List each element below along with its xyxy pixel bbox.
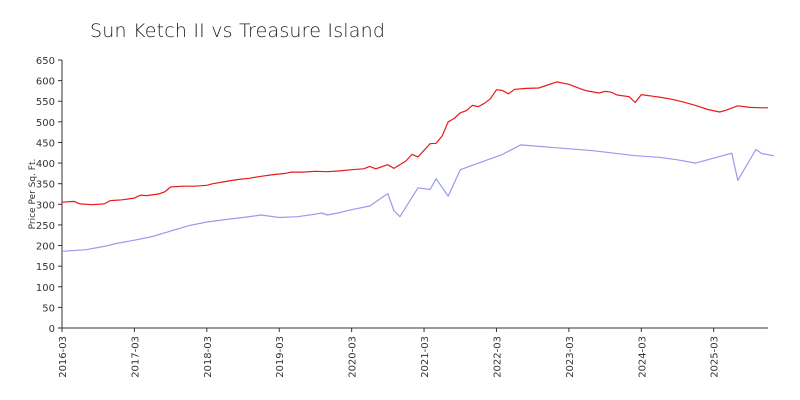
y-tick-label: 200 bbox=[36, 242, 55, 253]
x-tick-label: 2019-03 bbox=[275, 336, 286, 378]
y-tick-label: 300 bbox=[36, 200, 55, 211]
y-axis-label: Price Per Sq. Ft. bbox=[28, 159, 38, 230]
y-tick-label: 600 bbox=[36, 77, 55, 88]
series-2-line bbox=[61, 144, 775, 252]
y-tick-label: 450 bbox=[36, 138, 55, 149]
x-tick-label: 2020-03 bbox=[348, 336, 359, 378]
series-1-line bbox=[61, 81, 768, 206]
x-tick-label: 2024-03 bbox=[637, 336, 648, 378]
y-tick-label: 50 bbox=[42, 303, 55, 314]
y-tick-label: 550 bbox=[36, 97, 55, 108]
x-tick-label: 2023-03 bbox=[565, 336, 576, 378]
x-tick-label: 2018-03 bbox=[203, 336, 214, 378]
chart-title: Sun Ketch II vs Treasure Island bbox=[90, 20, 386, 42]
y-tick-label: 100 bbox=[36, 283, 55, 294]
x-tick-label: 2016-03 bbox=[58, 336, 69, 378]
x-tick-label: 2025-03 bbox=[710, 336, 721, 378]
x-tick-label: 2021-03 bbox=[420, 336, 431, 378]
x-tick-label: 2017-03 bbox=[130, 336, 141, 378]
x-tick-label: 2022-03 bbox=[492, 336, 503, 378]
y-tick-label: 650 bbox=[36, 56, 55, 67]
y-tick-label: 500 bbox=[36, 118, 55, 129]
y-tick-label: 0 bbox=[49, 324, 55, 335]
y-tick-label: 400 bbox=[36, 159, 55, 170]
y-tick-label: 250 bbox=[36, 221, 55, 232]
y-tick-label: 150 bbox=[36, 262, 55, 273]
y-tick-label: 350 bbox=[36, 180, 55, 191]
